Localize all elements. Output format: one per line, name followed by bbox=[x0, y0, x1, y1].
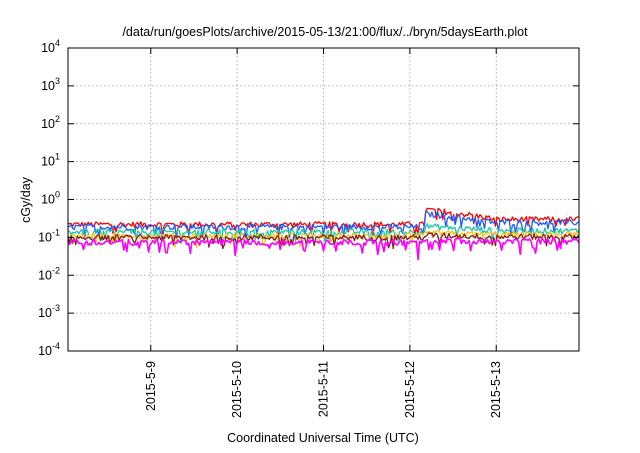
series-line bbox=[67, 237, 580, 261]
y-tick-label: 10-4 bbox=[38, 341, 60, 358]
y-tick-label: 100 bbox=[41, 190, 60, 207]
y-tick-label: 10-2 bbox=[38, 265, 60, 282]
x-tick-label: 2015-5-11 bbox=[317, 361, 331, 417]
y-tick-label: 10-1 bbox=[38, 227, 60, 244]
x-axis-label: Coordinated Universal Time (UTC) bbox=[227, 431, 419, 445]
series-layer bbox=[67, 207, 580, 261]
x-tick-label: 2015-5-13 bbox=[489, 361, 503, 418]
x-tick-label: 2015-5-9 bbox=[144, 361, 158, 411]
x-tick-label: 2015-5-12 bbox=[403, 361, 417, 418]
y-axis-label: cGy/day bbox=[19, 176, 33, 223]
axis-layer: 10-4 10-3 10-2 10-1 100 101 102 103 104 2015-5-9 2… bbox=[38, 38, 579, 418]
y-tick-label: 103 bbox=[41, 76, 60, 93]
x-tick-label: 2015-5-10 bbox=[230, 361, 244, 418]
y-tick-label: 104 bbox=[41, 38, 60, 55]
y-tick-label: 102 bbox=[41, 114, 60, 131]
series-line bbox=[67, 232, 580, 250]
y-tick-label: 101 bbox=[41, 152, 60, 169]
chart-title: /data/run/goesPlots/archive/2015-05-13/2… bbox=[122, 25, 528, 39]
series-line bbox=[67, 230, 580, 249]
y-tick-label: 10-3 bbox=[38, 303, 60, 320]
grid-layer bbox=[68, 48, 579, 351]
plot-frame bbox=[67, 47, 580, 352]
